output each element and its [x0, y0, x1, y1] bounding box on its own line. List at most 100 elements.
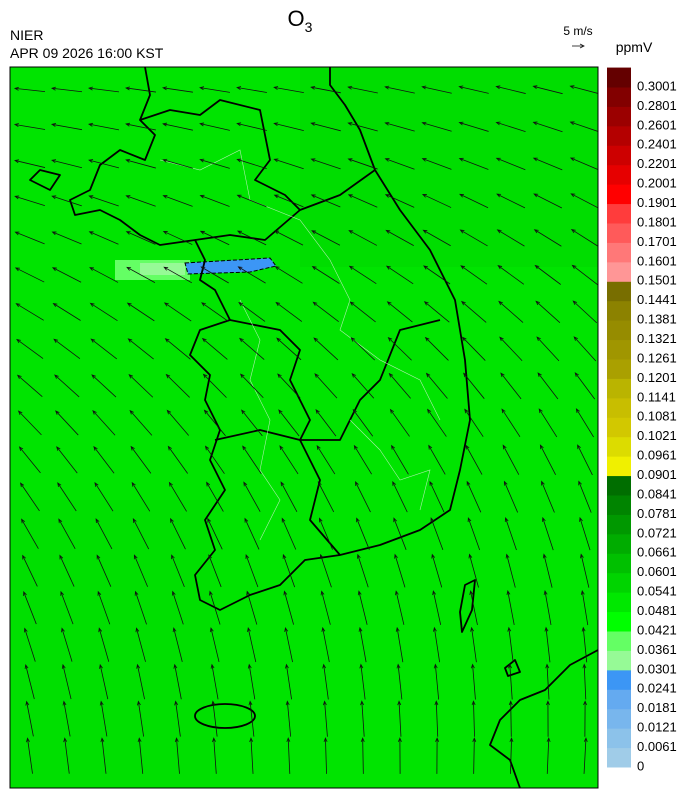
- wind-arrow: [424, 336, 449, 361]
- wind-arrow: [14, 195, 45, 207]
- wind-arrow: [499, 336, 523, 362]
- wind-arrow: [15, 303, 44, 321]
- colorbar-segment: [607, 456, 631, 477]
- wind-arrow: [127, 338, 154, 360]
- wind-arrow: [50, 123, 83, 131]
- colorbar-segment: [607, 300, 631, 321]
- colorbar-segment: [607, 223, 631, 243]
- wind-arrow: [285, 700, 292, 737]
- wind-arrow: [126, 266, 156, 283]
- wind-arrow: [569, 121, 598, 132]
- wind-arrow: [311, 230, 341, 246]
- wind-arrow: [312, 301, 339, 323]
- wind-arrow: [460, 265, 488, 285]
- wind-arrow: [125, 159, 156, 169]
- wind-arrow: [211, 700, 218, 737]
- colorbar-label: 0.0841: [637, 486, 677, 501]
- wind-arrow: [97, 590, 111, 625]
- wind-arrow: [496, 229, 525, 247]
- wind-arrow: [384, 121, 415, 132]
- wind-arrow: [21, 518, 39, 549]
- wind-arrow: [458, 121, 489, 132]
- wind-scale-arrow: [572, 43, 585, 49]
- wind-arrow: [56, 446, 78, 474]
- colorbar-segment: [607, 320, 631, 341]
- colorbar-label: 0.1381: [637, 312, 677, 327]
- wind-arrow: [199, 122, 230, 131]
- wind-arrow: [348, 230, 378, 246]
- colorbar-label: 0.1141: [637, 389, 676, 404]
- wind-arrow: [99, 663, 109, 700]
- colorbar-label: 0.0061: [637, 739, 677, 754]
- wind-arrow: [569, 85, 598, 94]
- wind-arrow: [317, 481, 335, 513]
- wind-arrow: [202, 373, 227, 398]
- colorbar-segment: [607, 203, 631, 224]
- wind-arrow: [542, 516, 554, 551]
- wind-arrow: [283, 590, 294, 625]
- wind-arrow: [278, 409, 300, 437]
- wind-arrow: [465, 444, 483, 475]
- wind-arrow: [545, 663, 550, 700]
- wind-arrow: [247, 663, 256, 700]
- wind-arrow: [239, 373, 264, 399]
- wind-arrow: [282, 553, 296, 588]
- wind-arrow: [504, 516, 517, 551]
- wind-arrow: [243, 481, 261, 512]
- colorbar-segment: [607, 728, 631, 749]
- colorbar-segment: [607, 184, 631, 205]
- wind-arrow: [458, 157, 489, 170]
- wind-arrow: [199, 86, 230, 93]
- wind-arrow: [427, 408, 447, 437]
- colorbar-segment: [607, 572, 631, 593]
- colorbar-segment: [607, 592, 631, 613]
- wind-arrow: [174, 700, 181, 737]
- wind-arrow: [397, 737, 402, 774]
- wind-arrow: [275, 301, 303, 322]
- wind-arrow: [273, 86, 304, 94]
- wind-arrow: [88, 195, 119, 207]
- wind-arrow: [357, 553, 369, 588]
- wind-arrow: [51, 231, 82, 245]
- wind-arrow: [311, 265, 340, 284]
- wind-arrow: [126, 302, 155, 322]
- wind-arrow: [171, 554, 185, 588]
- wind-arrow: [57, 482, 77, 512]
- wind-arrow: [535, 300, 561, 324]
- wind-arrow: [200, 266, 229, 284]
- wind-arrow: [273, 158, 304, 170]
- wind-arrow: [199, 230, 230, 246]
- colorbar-label: 0.2401: [637, 137, 677, 152]
- wind-arrow: [546, 737, 551, 774]
- wind-arrow: [53, 338, 81, 360]
- wind-arrow: [62, 700, 71, 737]
- wind-arrow: [286, 737, 291, 774]
- wind-arrow: [537, 372, 559, 400]
- wind-arrow: [429, 480, 445, 513]
- admin-borders: [159, 149, 441, 541]
- wind-arrow: [583, 737, 588, 774]
- wind-arrow: [349, 301, 376, 323]
- wind-arrow: [532, 157, 563, 171]
- wind-arrow: [162, 158, 193, 169]
- wind-arrow: [323, 737, 328, 774]
- wind-arrow: [130, 445, 152, 474]
- wind-arrow: [310, 194, 341, 208]
- wind-arrow: [52, 302, 81, 321]
- wind-arrow: [60, 590, 74, 625]
- wind-arrow: [13, 86, 46, 92]
- colorbar-label: 0.0241: [637, 681, 677, 696]
- colorbar-segment: [607, 747, 631, 768]
- colorbar-segment: [607, 650, 631, 671]
- colorbar-segment: [607, 611, 631, 632]
- wind-arrow: [392, 480, 408, 513]
- wind-arrow: [241, 409, 263, 437]
- wind-arrow: [497, 265, 525, 285]
- wind-arrow: [236, 122, 267, 131]
- wind-arrow: [171, 590, 184, 625]
- wind-arrow: [204, 445, 225, 474]
- wind-arrow: [421, 158, 452, 170]
- wind-arrow: [13, 123, 46, 130]
- wind-arrow: [173, 663, 182, 700]
- colorbar-segment: [607, 669, 631, 690]
